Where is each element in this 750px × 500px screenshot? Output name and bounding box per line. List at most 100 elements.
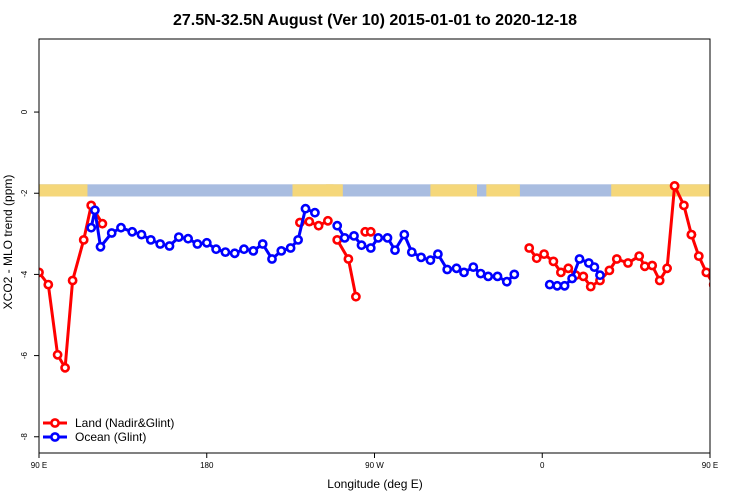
data-point-land [78,234,89,245]
data-point-ocean [468,262,479,272]
data-point-land [585,281,596,292]
data-point-ocean [90,205,100,216]
series-line-land [39,203,104,370]
data-point-ocean [483,271,494,282]
data-point-land [350,291,361,302]
data-point-ocean [300,203,311,214]
data-point-land [686,229,697,240]
data-point-land [531,253,542,264]
x-axis: 90 E 180 90 W 0 90 E [31,453,718,470]
data-point-ocean [492,271,503,282]
data-point-land [43,279,54,290]
data-point-ocean [356,240,367,251]
data-point-land [733,277,740,284]
y-tick-label: 0 [20,109,29,114]
legend-label-ocean: Ocean (Glint) [75,430,146,444]
data-point-land [740,236,747,243]
data-point-ocean [544,279,555,290]
land-band [292,184,334,197]
legend-marker-land [50,418,60,428]
data-point-land [304,216,315,227]
ocean-band [39,184,710,197]
y-axis: 0 -2 -4 -6 -8 [20,109,39,440]
data-point-land [708,281,710,288]
data-point-ocean [744,204,750,211]
data-point-ocean [595,270,605,281]
y-tick-label: -6 [20,351,29,359]
data-point-ocean [285,243,296,253]
data-point-land [679,200,689,211]
data-point-ocean [332,220,343,231]
data-point-land [343,254,354,264]
data-point-ocean [201,237,212,248]
land-band [326,184,343,197]
data-point-ocean [86,222,97,233]
data-point-land [548,256,559,267]
legend: Land (Nadir&Glint)Ocean (Glint) [43,416,174,444]
data-point-ocean [127,226,138,237]
land-ocean-strip [39,184,710,197]
data-point-land [578,271,589,282]
data-point-ocean [365,243,376,253]
series-line-land [335,239,358,297]
data-point-ocean [95,241,106,252]
data-point-ocean [164,241,175,251]
data-point-land [365,226,376,237]
x-tick-label: 180 [200,461,214,470]
data-point-land [654,275,665,286]
data-point-ocean [442,264,453,275]
data-point-land [97,218,108,229]
data-point-land [639,261,650,272]
data-point-ocean [559,280,570,291]
data-point-ocean [183,233,193,244]
data-point-ocean [248,245,259,256]
data-point-land [611,254,622,264]
data-point-land [647,260,658,271]
data-point-land [313,220,324,231]
data-point-land [693,251,704,261]
series-line-land [689,234,710,282]
data-point-ocean [349,230,359,241]
land-band [611,184,710,197]
data-point-ocean [106,228,117,238]
data-point-ocean [740,224,747,231]
data-point-ocean [136,229,147,240]
chart-title: 27.5N-32.5N August (Ver 10) 2015-01-01 t… [173,12,577,29]
series-layer [39,180,750,373]
data-point-ocean [567,273,577,284]
data-point-ocean [509,269,520,280]
data-point-ocean [589,262,600,272]
y-tick-label: -4 [20,270,29,278]
data-point-land [60,362,70,373]
data-point-land [322,215,333,226]
data-point-ocean [501,276,512,287]
data-point-ocean [406,247,417,257]
data-point-ocean [432,249,443,259]
x-tick-label: 90 E [702,461,718,470]
y-tick-label: -8 [20,433,29,441]
data-point-land [563,263,574,274]
data-point-land [623,258,633,268]
data-point-ocean [267,254,277,264]
data-point-ocean [192,239,203,249]
data-point-ocean [155,239,166,249]
data-point-ocean [239,244,249,255]
data-point-land [332,234,343,245]
land-band [486,184,520,197]
data-point-ocean [276,245,287,256]
data-point-land [669,180,680,191]
data-point-ocean [211,244,221,255]
land-band [39,184,88,197]
data-point-ocean [293,234,303,245]
data-point-ocean [229,248,240,259]
data-point-land [539,249,549,259]
data-point-ocean [257,239,268,249]
data-point-ocean [416,252,426,263]
data-point-ocean [451,263,462,274]
data-point-land [718,352,725,359]
data-point-ocean [116,222,126,233]
x-tick-label: 90 W [365,461,384,470]
data-point-land [556,267,566,278]
x-tick-label: 0 [540,461,545,470]
